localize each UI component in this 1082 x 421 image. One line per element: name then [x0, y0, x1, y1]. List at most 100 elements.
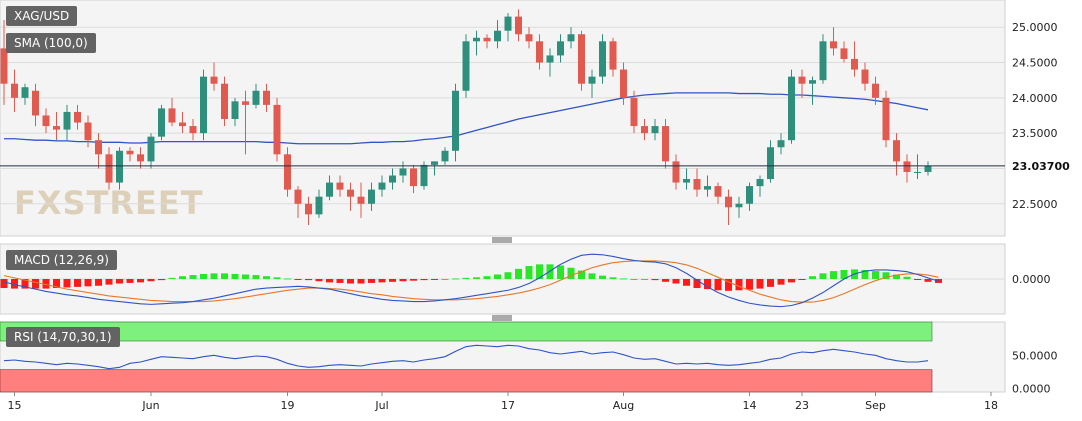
- macd-histogram-bar: [378, 279, 386, 283]
- current-price-label: 23.03700: [1012, 160, 1070, 173]
- macd-histogram-bar: [273, 277, 281, 279]
- macd-histogram-bar: [200, 273, 207, 279]
- candle-body: [861, 69, 869, 84]
- candle-body: [683, 179, 690, 183]
- candle-body: [578, 34, 585, 84]
- macd-histogram-bar: [347, 279, 354, 284]
- macd-histogram-bar: [42, 279, 50, 289]
- macd-histogram-bar: [0, 279, 8, 289]
- candle-body: [893, 140, 900, 162]
- macd-histogram-bar: [210, 273, 218, 279]
- candle-body: [74, 111, 81, 123]
- macd-histogram-bar: [630, 279, 638, 280]
- macd-histogram-bar: [494, 274, 501, 279]
- candle-body: [116, 150, 123, 183]
- candle-body: [0, 48, 8, 84]
- candle-body: [294, 189, 302, 204]
- candle-body: [105, 154, 113, 183]
- rsi-resize-handle[interactable]: [492, 315, 512, 321]
- rsi-label[interactable]: RSI (14,70,30,1): [6, 327, 120, 347]
- macd-histogram-bar: [74, 279, 81, 287]
- price-tick-label: 23.5000: [1012, 127, 1058, 140]
- candle-body: [798, 76, 806, 84]
- macd-histogram-bar: [756, 279, 764, 289]
- candle-body: [284, 154, 291, 190]
- current-price-layer: 23.03700: [0, 156, 1070, 176]
- candle-body: [462, 41, 470, 91]
- candle-body: [557, 41, 564, 56]
- macd-histogram-bar: [861, 269, 869, 279]
- macd-histogram-bar: [683, 279, 690, 286]
- macd-histogram-bar: [809, 276, 816, 279]
- candle-body: [378, 182, 386, 190]
- rsi-line: [3, 344, 929, 370]
- macd-histogram-bar: [168, 277, 176, 279]
- candle-body: [567, 34, 575, 42]
- candle-body: [368, 189, 375, 204]
- macd-histogram-bar: [872, 271, 879, 279]
- candle-body: [452, 90, 459, 151]
- candle-body: [588, 76, 596, 84]
- macd-label[interactable]: MACD (12,26,9): [6, 250, 117, 270]
- candle-body: [357, 196, 365, 204]
- x-tick-label: Jul: [374, 399, 388, 412]
- macd-histogram-bar: [746, 279, 753, 290]
- price-tick-label: 24.0000: [1012, 92, 1058, 105]
- candle-body: [21, 87, 29, 98]
- macd-histogram-bar: [788, 279, 795, 283]
- macd-histogram-bar: [452, 278, 459, 280]
- candle-body: [630, 97, 638, 127]
- candle-body: [263, 90, 270, 105]
- macd-histogram-bar: [536, 264, 543, 279]
- macd-histogram-bar: [357, 279, 365, 284]
- macd-histogram-bar: [620, 278, 627, 280]
- candle-body: [53, 126, 60, 130]
- candles-layer: [0, 9, 932, 225]
- candle-body: [431, 161, 438, 165]
- candle-body: [851, 58, 858, 70]
- sma-label[interactable]: SMA (100,0): [6, 33, 96, 53]
- macd-histogram-bar: [368, 279, 375, 283]
- candle-body: [788, 76, 795, 141]
- candle-body: [704, 186, 711, 190]
- macd-histogram-bar: [777, 279, 785, 285]
- macd-histogram-bar: [462, 277, 470, 279]
- candle-body: [504, 16, 512, 31]
- candle-body: [756, 179, 764, 187]
- candle-body: [347, 189, 354, 197]
- candle-body: [662, 126, 669, 162]
- candle-body: [441, 150, 449, 162]
- macd-histogram-bar: [158, 279, 165, 281]
- candle-body: [809, 80, 816, 84]
- candle-body: [620, 69, 627, 98]
- macd-histogram-bar: [116, 279, 123, 284]
- macd-histogram-bar: [704, 279, 711, 290]
- candle-body: [242, 101, 249, 105]
- rsi-layer: [0, 321, 933, 393]
- macd-histogram-bar: [231, 273, 239, 279]
- macd-histogram-bar: [609, 277, 617, 279]
- macd-signal-line: [3, 260, 939, 303]
- macd-histogram-bar: [221, 273, 228, 279]
- x-tick-label: 18: [984, 399, 998, 412]
- candle-body: [410, 168, 417, 187]
- candle-body: [693, 179, 701, 190]
- macd-histogram-bar: [473, 277, 480, 279]
- macd-histogram-bar: [599, 275, 606, 279]
- macd-histogram-bar: [515, 268, 522, 279]
- x-tick-label: Jun: [141, 399, 159, 412]
- macd-resize-handle[interactable]: [492, 237, 512, 243]
- candle-body: [137, 154, 144, 162]
- macd-histogram-bar: [189, 275, 197, 279]
- candle-body: [473, 37, 480, 42]
- candle-body: [903, 161, 911, 172]
- symbol-label[interactable]: XAG/USD: [6, 6, 78, 26]
- candle-body: [11, 83, 18, 98]
- price-tick-label: 22.5000: [1012, 198, 1058, 211]
- macd-histogram-bar: [326, 279, 333, 283]
- candle-body: [210, 76, 218, 84]
- macd-layer: [0, 253, 1005, 308]
- candle-body: [536, 41, 543, 63]
- macd-histogram-bar: [504, 272, 512, 279]
- price-y-axis: 22.500023.000023.500024.000024.500025.00…: [1012, 21, 1058, 211]
